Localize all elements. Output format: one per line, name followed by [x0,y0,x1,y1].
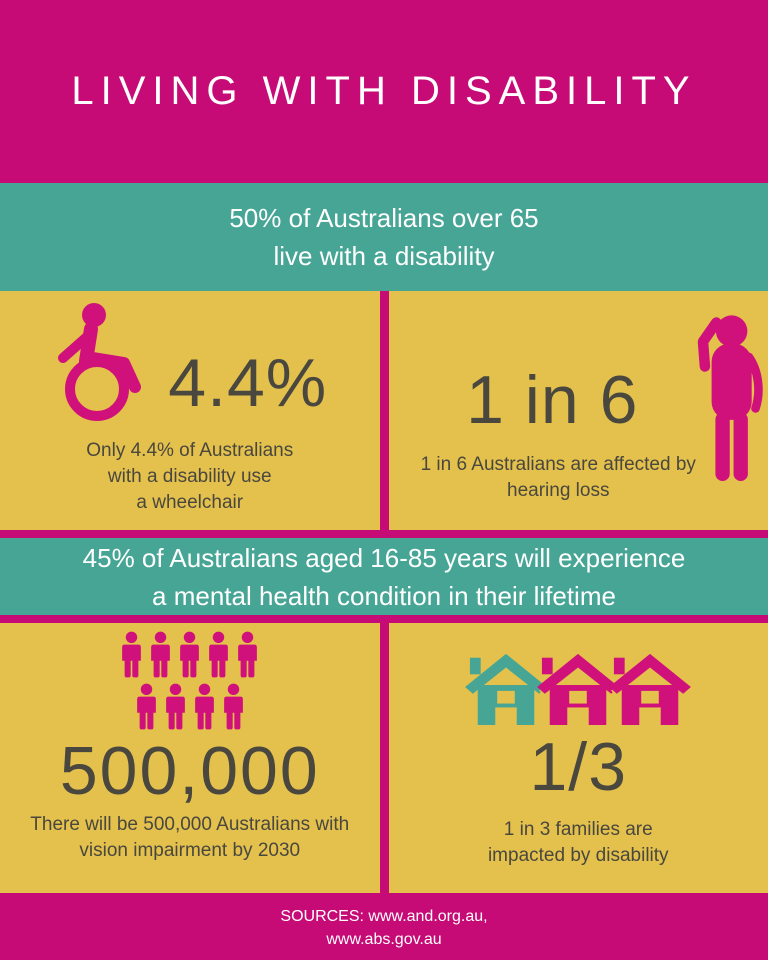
person-icon [235,631,260,678]
band-line: a mental health condition in their lifet… [152,580,616,611]
stats-row-bottom: 500,000 There will be 500,000 Australian… [0,623,768,893]
panel-vision: 500,000 There will be 500,000 Australian… [0,623,380,893]
stat-band-over-65: 50% of Australians over 65 live with a d… [0,183,768,291]
people-row-of-4 [134,683,246,730]
person-icon [134,683,159,730]
house-icon [609,647,692,725]
band-line: live with a disability [273,241,495,271]
footer: SOURCES: www.and.org.au, www.abs.gov.au [0,893,768,960]
header: LIVING WITH DISABILITY [0,0,768,183]
house-icon [465,647,548,725]
hearing-person-icon [682,311,766,483]
people-row-of-5 [119,631,260,678]
houses-icon [465,647,692,725]
person-icon [192,683,217,730]
person-icon [148,631,173,678]
panel-hearing: 1 in 6 1 in 6 Australians are affected b… [388,291,768,530]
panel-wheelchair: 4.4% Only 4.4% of Australians with a dis… [0,291,380,530]
caption-families: 1 in 3 families are impacted by disabili… [487,818,669,866]
caption-vision: There will be 500,000 Australians with v… [30,813,350,861]
wheelchair-stat-row: 4.4% [0,301,380,431]
page-title: LIVING WITH DISABILITY [71,69,697,113]
caption-wheelchair: Only 4.4% of Australians with a disabili… [86,440,294,513]
band-line: 50% of Australians over 65 [229,203,539,233]
caption-hearing: 1 in 6 Australians are affected by heari… [420,453,696,501]
stat-families: 1/3 [529,729,628,805]
stats-row-top: 4.4% Only 4.4% of Australians with a dis… [0,291,768,530]
panel-families: 1/3 1 in 3 families are impacted by disa… [388,623,768,893]
band-line: 45% of Australians aged 16-85 years will… [82,542,686,573]
people-group-icon [119,631,260,730]
person-icon [206,631,231,678]
person-icon [177,631,202,678]
sources-line: www.abs.gov.au [326,931,442,948]
stat-hearing: 1 in 6 [466,362,639,438]
house-icon [537,647,620,725]
stat-vision: 500,000 [59,733,320,809]
person-icon [163,683,188,730]
person-icon [221,683,246,730]
stat-band-mental-health: 45% of Australians aged 16-85 years will… [0,538,768,615]
stat-wheelchair: 4.4% [168,344,328,421]
person-icon [119,631,144,678]
wheelchair-icon [52,301,164,431]
sources-line: SOURCES: www.and.org.au, [280,908,488,925]
